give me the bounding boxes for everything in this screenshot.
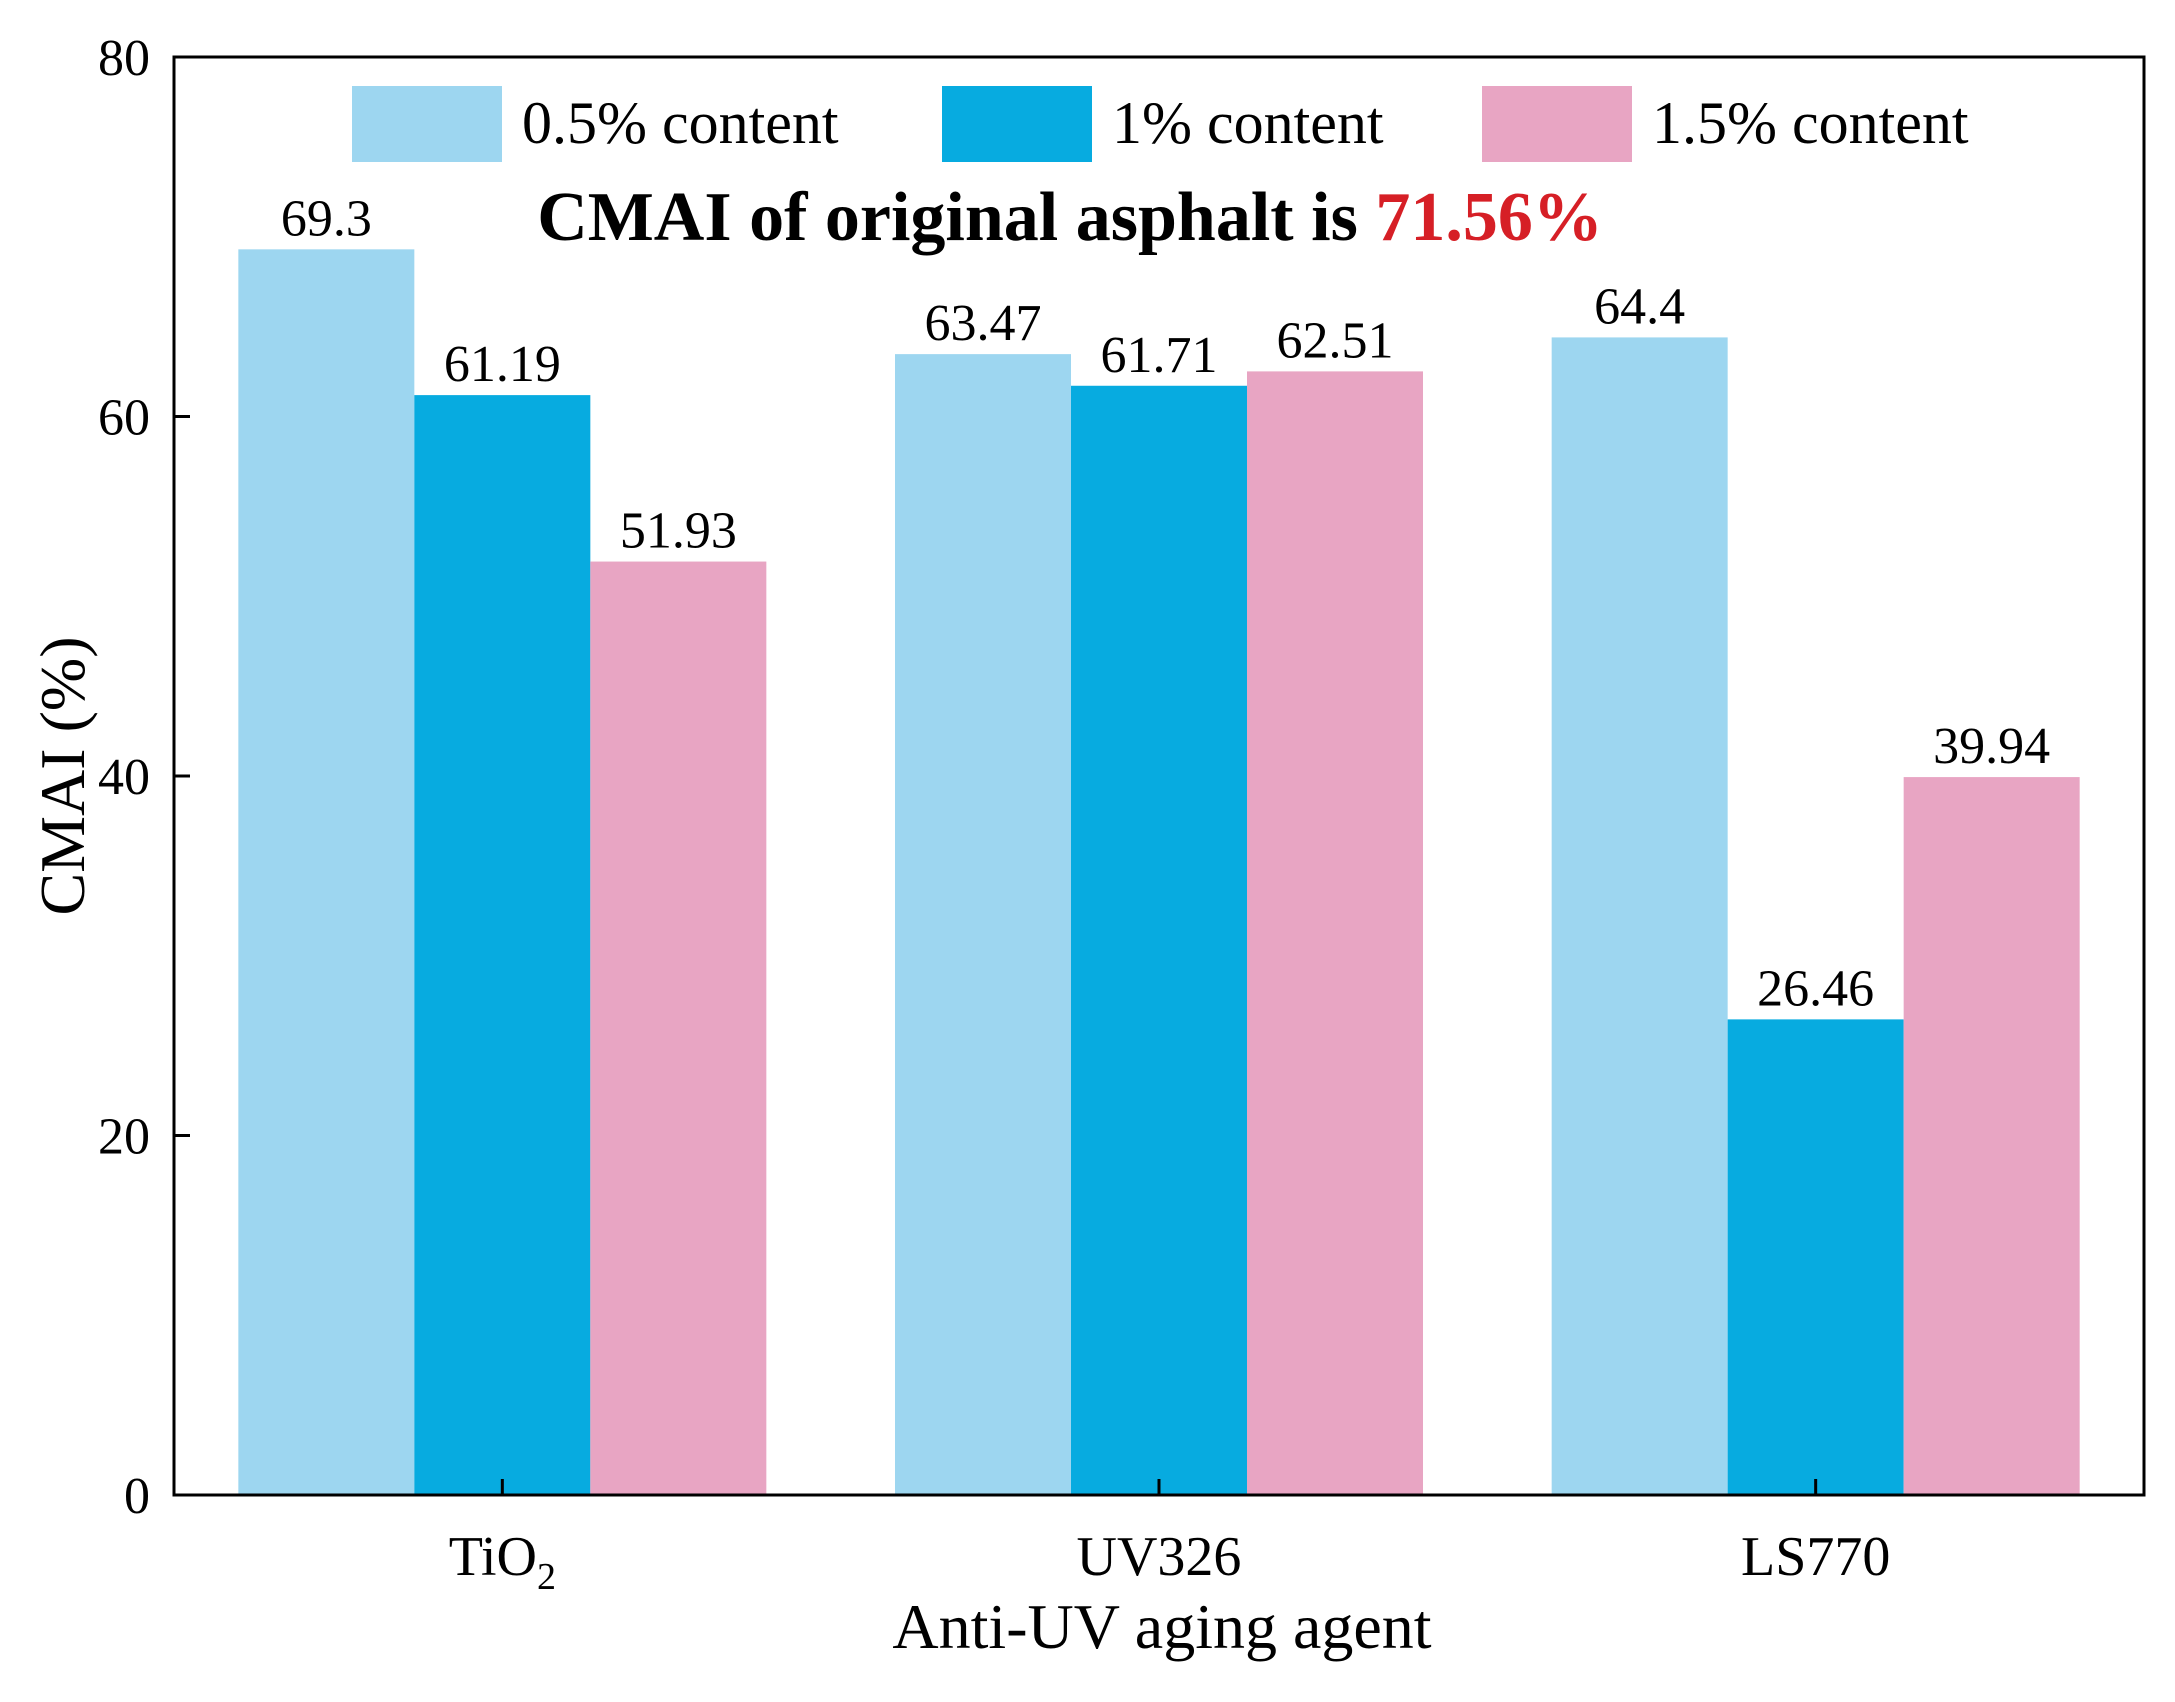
bar-value-label: 61.71	[1101, 327, 1218, 384]
bar-value-label: 39.94	[1933, 718, 2050, 775]
legend-label: 0.5% content	[522, 90, 839, 156]
annotation-highlight: 71.56%	[1375, 179, 1603, 256]
legend-swatch	[352, 86, 502, 162]
bar	[238, 249, 415, 1495]
annotation-prefix: CMAI of original asphalt is	[537, 179, 1375, 256]
bar-value-label: 51.93	[620, 503, 737, 560]
data-labels-group: 69.3 61.19 51.93 63.47 61.71 62.51 64.4 26.46 39…	[281, 190, 2050, 1017]
legend-swatch	[942, 86, 1092, 162]
legend-label: 1.5% content	[1652, 90, 1969, 156]
x-axis-title: Anti-UV aging agent	[892, 1591, 1431, 1662]
bar-value-label: 26.46	[1757, 960, 1874, 1017]
bar	[1071, 385, 1247, 1496]
legend-swatch	[1482, 86, 1632, 162]
bar	[1727, 1019, 1904, 1495]
x-axis: TiO2 UV326 LS770	[449, 1479, 1890, 1598]
y-axis-title: CMAI (%)	[27, 636, 98, 915]
bar-value-label: 62.51	[1277, 312, 1394, 369]
legend: 0.5% content 1% content 1.5% content	[352, 86, 1969, 162]
bar	[1903, 777, 2080, 1495]
bar-value-label: 61.19	[444, 336, 561, 393]
x-tick-label: LS770	[1741, 1526, 1890, 1588]
y-tick-label: 40	[98, 749, 150, 806]
bar-value-label: 63.47	[925, 295, 1042, 352]
legend-label: 1% content	[1112, 90, 1384, 156]
bar-value-label: 64.4	[1594, 278, 1685, 335]
bar	[1247, 371, 1423, 1495]
bar	[895, 354, 1071, 1496]
y-tick-label: 0	[124, 1468, 150, 1525]
y-tick-label: 80	[98, 30, 150, 87]
y-tick-label: 20	[98, 1109, 150, 1166]
bars-group	[238, 249, 2080, 1496]
y-tick-label: 60	[98, 390, 150, 447]
bar	[590, 561, 767, 1495]
chart-annotation: CMAI of original asphalt is 71.56%	[537, 179, 1603, 256]
bar	[414, 395, 591, 1495]
bar-value-label: 69.3	[281, 190, 372, 247]
x-tick-label: TiO2	[449, 1526, 556, 1598]
x-tick-label: UV326	[1077, 1526, 1242, 1588]
bar	[1551, 337, 1728, 1495]
y-axis: 0 20 40 60 80	[98, 30, 190, 1525]
